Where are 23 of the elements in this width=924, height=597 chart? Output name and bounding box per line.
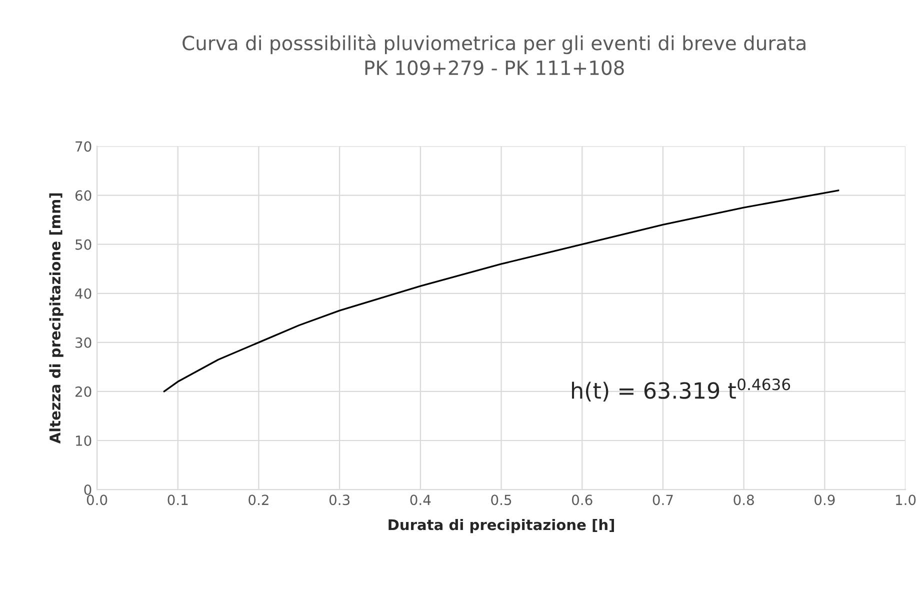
- x-tick-label: 0.6: [572, 494, 592, 506]
- x-tick-label: 0.7: [652, 494, 673, 506]
- x-tick-label: 0.3: [329, 494, 350, 506]
- x-axis-title: Durata di precipitazione [h]: [388, 518, 614, 534]
- x-tick-label: 1.0: [896, 494, 916, 506]
- y-tick-label: 20: [76, 386, 92, 397]
- x-tick-label: 0.2: [248, 494, 268, 506]
- x-tick-label: 0.8: [734, 494, 754, 506]
- y-tick-label: 40: [75, 288, 92, 299]
- y-tick-label: 0: [84, 484, 92, 496]
- chart-title: Curva di posssibilità pluviometrica per gli eventi di breve durata PK 109+279 - PK 111+108: [182, 34, 806, 76]
- y-tick-label: 30: [76, 337, 92, 348]
- x-tick-label: 0.0: [86, 494, 108, 506]
- x-tick-label: 0.1: [168, 494, 188, 506]
- y-tick-label: 50: [76, 239, 92, 250]
- x-tick-label: 0.5: [491, 494, 512, 506]
- annotation: h(t) = 63.319 t$^{0.4636}$: [572, 378, 790, 402]
- x-tick-label: 0.9: [814, 494, 835, 506]
- y-tick-label: 10: [76, 435, 92, 446]
- y-axis-title: Altezza di precipitazione [mm]: [49, 193, 64, 444]
- y-tick-label: 60: [75, 190, 92, 201]
- x-tick-label: 0.4: [410, 494, 431, 506]
- y-tick-label: 70: [76, 141, 92, 152]
